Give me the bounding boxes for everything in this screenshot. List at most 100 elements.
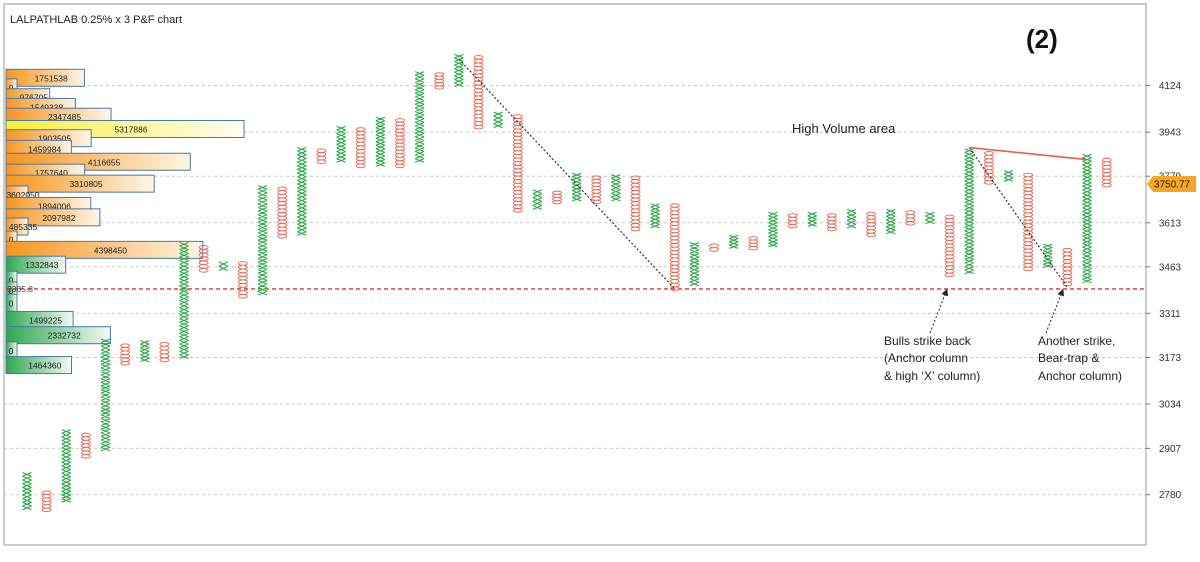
x-column [257,185,268,296]
o-mark-stack [473,55,484,130]
o-mark-stack [277,186,288,239]
x-mark-stack [22,472,32,511]
x-mark-stack [257,185,268,296]
annotation-bulls-arrow [929,288,948,334]
annotation-bear-line-1: Another strike, [1038,334,1115,348]
o-mark-stack [316,148,327,165]
x-column [218,261,229,272]
volume-bar [5,240,204,259]
trendlines [458,58,1088,290]
annotation-bulls: Bulls strike back (Anchor column & high … [884,288,980,383]
x-mark-stack [611,174,621,202]
o-column [316,148,327,165]
x-mark-stack [1003,169,1014,182]
o-mark-stack [709,243,720,252]
volume-bar-label: 3602050 [6,190,39,200]
volume-bar-label: 1332843 [25,260,58,270]
o-mark-stack [866,211,877,238]
volume-bar [5,326,111,345]
o-mark-stack [41,490,52,513]
x-mark-stack [886,208,896,235]
o-mark-stack [591,175,602,205]
x-column [611,174,621,202]
panel-label: (2) [1026,24,1058,54]
volume-bar-label: 485335 [9,222,38,232]
y-tick-label: 3173 [1159,353,1182,364]
o-column [1101,157,1112,188]
volume-bar-label: 0 [9,346,14,356]
x-column [61,429,71,503]
o-column [709,243,720,252]
x-mark-stack [375,116,386,167]
o-column [866,211,877,238]
o-column [1062,247,1073,287]
x-column [886,208,896,235]
gridlines [4,85,1146,496]
x-column [297,146,307,236]
x-mark-stack [650,203,660,229]
x-mark-stack [964,148,974,275]
x-mark-stack [493,111,503,129]
x-mark-stack [1082,153,1092,284]
current-price-tag [1147,175,1196,192]
volume-bar [5,356,73,375]
y-tick-label: 2907 [1159,444,1182,455]
volume-bar-label: 1894006 [38,202,71,212]
o-mark-stack [434,72,445,90]
x-mark-stack [61,429,71,503]
x-column [1082,153,1092,284]
annotation-bear-arrow [1045,288,1064,334]
plot-border [3,3,1147,546]
x-mark-stack [571,172,582,202]
o-mark-stack [198,245,209,273]
volume-bar [5,255,67,274]
x-mark-stack [414,71,425,163]
o-column [473,55,484,130]
annotation-high-volume: High Volume area [792,121,896,136]
x-column [807,211,817,228]
x-column [179,242,189,360]
annotation-bear-line-2: Bear-trap & [1038,351,1099,365]
o-mark-stack [1101,157,1112,188]
x-column [571,172,582,202]
x-column [846,208,857,229]
o-mark-stack [120,343,131,366]
o-mark-stack [787,213,798,229]
volume-bar-label: 1499225 [29,315,62,325]
y-tick-label: 3943 [1159,128,1182,139]
o-column [552,190,562,205]
annotation-bulls-line-1: Bulls strike back [884,334,972,348]
volume-bar-label: 2332732 [48,331,81,341]
x-mark-stack [768,211,778,248]
o-mark-stack [1023,172,1034,272]
volume-bar-label: 5317886 [114,124,147,134]
volume-bar-label: 1903505 [38,134,71,144]
trendline-dotted [968,147,1068,288]
volume-bar-label: 0 [9,275,14,285]
volume-bar-label: 3310805 [70,179,103,189]
x-column [22,472,32,511]
o-column [355,127,366,169]
o-column [395,118,405,169]
o-column [159,341,170,363]
volume-bar-label: 2347485 [48,112,81,122]
x-mark-stack [925,211,935,225]
o-mark-stack [826,213,837,232]
o-mark-stack [905,210,916,226]
o-mark-stack [630,175,641,232]
volume-bar-label: 1751538 [35,73,68,83]
o-column [198,245,209,273]
y-tick-label: 3311 [1159,309,1181,320]
x-mark-stack [689,242,700,287]
x-mark-stack [846,208,857,229]
o-mark-stack [395,118,405,169]
x-column [728,234,739,249]
x-column [689,242,700,287]
o-column [905,210,916,226]
trendline-dotted [458,58,676,290]
o-column [237,261,248,299]
x-mark-stack [807,211,817,228]
